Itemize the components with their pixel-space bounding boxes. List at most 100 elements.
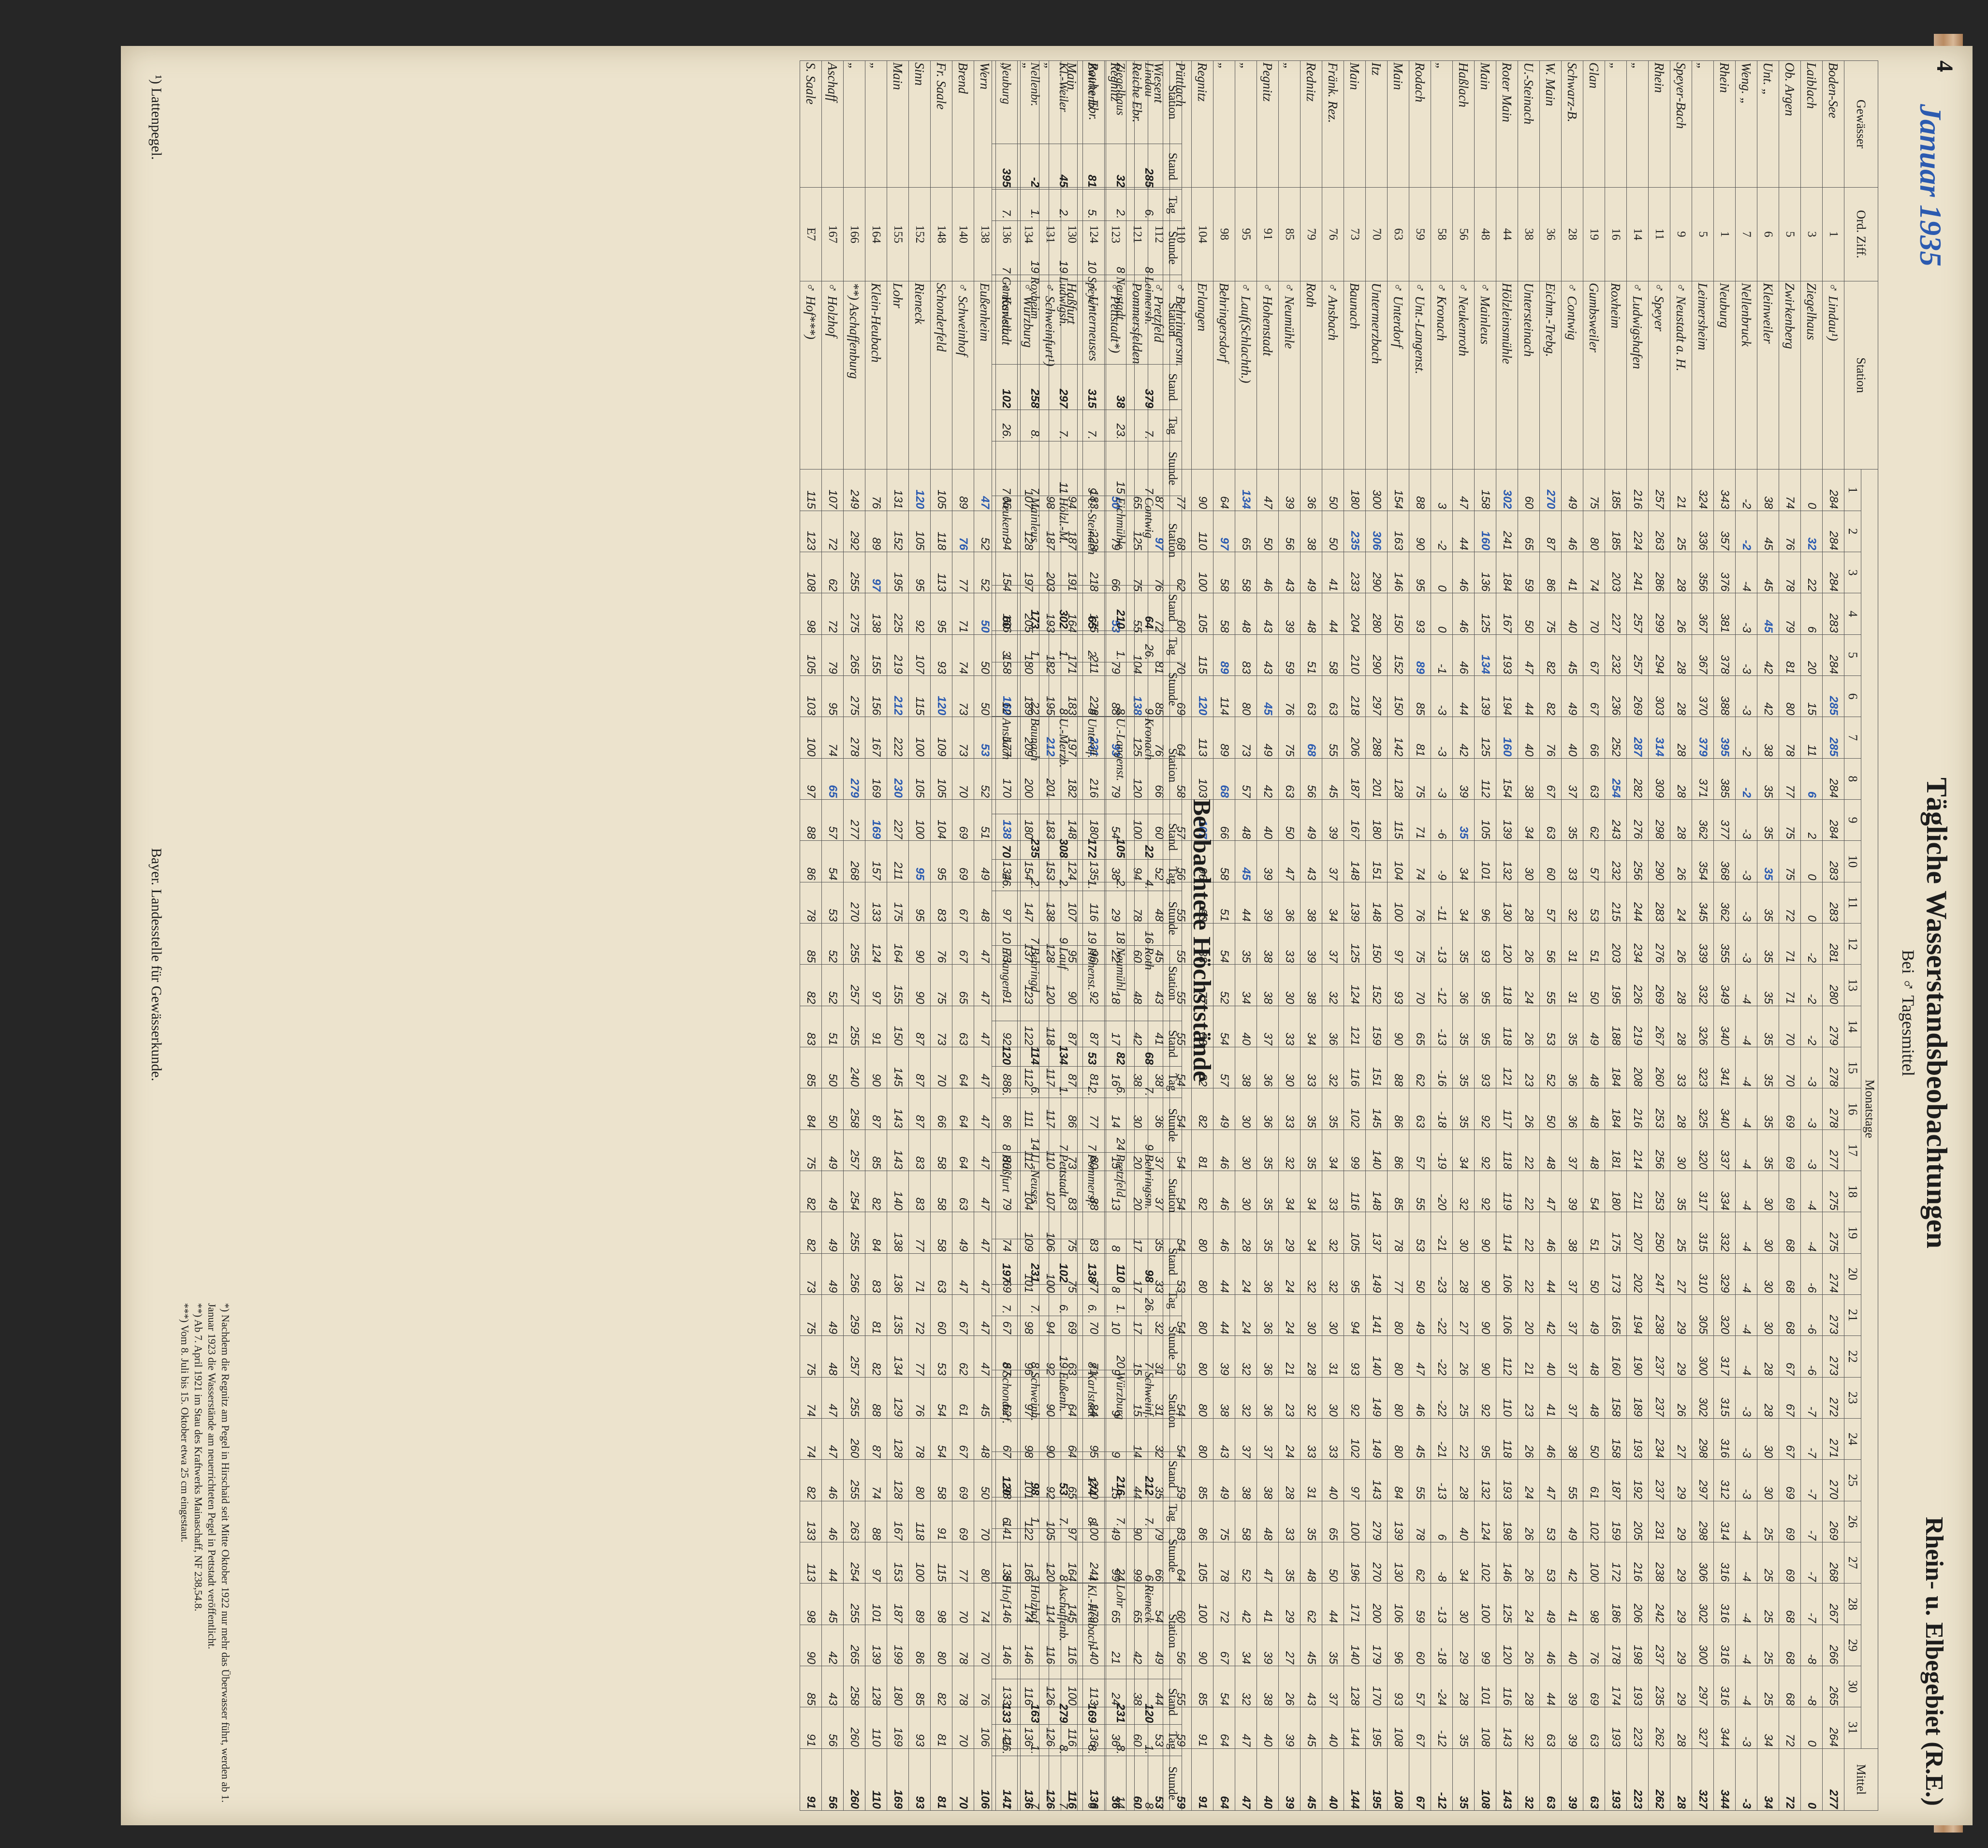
value-cell: 234	[1648, 1418, 1670, 1460]
value-cell: 287	[1626, 717, 1649, 759]
value-cell: 67	[1779, 1335, 1801, 1378]
value-cell: 371	[1692, 758, 1714, 800]
gewaesser-cell: „	[1235, 60, 1257, 188]
value-cell: 45	[1257, 675, 1279, 717]
value-cell: 82	[1539, 675, 1562, 717]
station-cell: ♂ Neustadt a. H.	[1670, 281, 1692, 469]
value-cell: 11	[1800, 717, 1823, 759]
value-cell: 29	[1670, 1666, 1692, 1707]
value-cell: 46	[1452, 593, 1475, 635]
peak-value-cell: 1.	[1049, 631, 1078, 662]
table-row: Rhein 11 ♂ Speyer 257 263 286 299 294 303 314 309 2…	[1648, 60, 1670, 1811]
value-cell: 72	[821, 511, 844, 552]
value-cell: 146	[1387, 552, 1409, 593]
value-cell: 39	[1300, 923, 1322, 965]
value-cell: 232	[1605, 634, 1627, 676]
day-header: 17	[1844, 1129, 1861, 1171]
value-cell: 30	[1757, 1253, 1779, 1295]
value-cell: 132	[1496, 840, 1518, 882]
col-monatstage: Monatstage	[1861, 469, 1878, 1748]
peak-value-cell: 102	[992, 364, 1021, 410]
peak-col-station: Station	[1163, 945, 1182, 1021]
value-cell: 95	[908, 840, 931, 882]
value-cell: 3	[1431, 469, 1453, 511]
peak-value-cell: 7	[1134, 441, 1163, 496]
peak-value-cell: 138	[1077, 1239, 1106, 1285]
value-cell: 40	[1518, 717, 1540, 759]
peak-value-cell: 8	[992, 1098, 1021, 1153]
value-cell: -12	[1431, 1707, 1453, 1748]
value-cell: 32	[1300, 1377, 1322, 1419]
value-cell: 108	[800, 552, 822, 593]
value-cell: 50	[821, 1088, 844, 1130]
value-cell: 35	[1452, 1707, 1475, 1748]
value-cell: 124	[1474, 1501, 1496, 1542]
value-cell: 272	[1822, 1377, 1844, 1419]
mittel-cell: 344	[1713, 1748, 1736, 1811]
station-cell: Leimersheim	[1692, 281, 1714, 469]
value-cell: 40	[1561, 717, 1583, 759]
value-cell: 0	[1800, 1707, 1823, 1748]
peak-station-cell: Pettstadt	[1049, 1152, 1078, 1239]
value-cell: 28	[1670, 964, 1692, 1006]
value-cell: 40	[1322, 1707, 1344, 1748]
value-cell: 28	[1518, 882, 1540, 924]
value-cell: 76	[930, 923, 952, 965]
value-cell: 316	[1713, 1666, 1736, 1707]
peak-value-cell: 279	[1049, 1679, 1078, 1725]
value-cell: 119	[1496, 1171, 1518, 1212]
peak-station-cell: Karlstadt	[1077, 1370, 1106, 1452]
peak-station-cell: Leimersh.	[1134, 275, 1163, 365]
value-cell: 100	[1583, 1542, 1605, 1584]
value-cell: 196	[1344, 1542, 1366, 1584]
peak-value-cell: 23.	[1106, 410, 1135, 441]
peak-value-cell: 70	[992, 814, 1021, 860]
value-cell: -4	[1735, 1501, 1757, 1542]
value-cell: 77	[908, 1212, 931, 1254]
value-cell: 367	[1692, 593, 1714, 635]
value-cell: 278	[843, 717, 865, 759]
value-cell: 52	[1539, 1047, 1562, 1088]
value-cell: 27	[1670, 1253, 1692, 1295]
page-number: 4	[1932, 60, 1958, 72]
value-cell: -3	[1735, 593, 1757, 635]
value-cell: 70	[1779, 1047, 1801, 1088]
value-cell: 152	[1365, 964, 1388, 1006]
peak-value-cell: 105	[1106, 814, 1135, 860]
value-cell: 31	[1561, 923, 1583, 965]
value-cell: 34	[1518, 799, 1540, 841]
value-cell: 28	[1670, 758, 1692, 800]
value-cell: 40	[1561, 1625, 1583, 1666]
day-header: 10	[1844, 840, 1861, 882]
peak-value-cell: 64	[1134, 585, 1163, 631]
value-cell: 30	[1235, 1088, 1257, 1130]
value-cell: 67	[952, 1294, 974, 1336]
peak-station-cell: Holzhof	[1020, 1583, 1049, 1679]
value-cell: 395	[1713, 717, 1736, 759]
value-cell: -3	[1431, 717, 1453, 759]
value-cell: 41	[1561, 552, 1583, 593]
value-cell: 70	[930, 1047, 952, 1088]
ord-cell: 3	[1800, 187, 1823, 281]
peak-value-cell: 1.	[1020, 1497, 1049, 1529]
gewaesser-cell: Brend	[952, 60, 974, 188]
value-cell: 28	[1757, 1377, 1779, 1419]
value-cell: 42	[1757, 675, 1779, 717]
peak-value-cell: 7	[1020, 891, 1049, 946]
value-cell: 92	[1474, 1171, 1496, 1212]
table-row: Zwirkenb. 81 5. 10 Speyer 315 7. 9 U.-Steinach 65…	[1077, 60, 1106, 1811]
value-cell: -13	[1431, 1006, 1453, 1047]
value-cell: 33	[1561, 840, 1583, 882]
value-cell: 45	[1235, 840, 1257, 882]
peak-station-cell: Behringd.	[1020, 945, 1049, 1021]
peak-value-cell: 26.	[992, 410, 1021, 441]
value-cell: 75	[1779, 840, 1801, 882]
table-row: „ 58 ♂ Kronach 3 -2 0 0 -1 -3 -3 -3 -6 -9 -11 -13 -12 -1…	[1431, 60, 1453, 1811]
station-cell: ♂ Kronach	[1431, 281, 1453, 469]
value-cell: -2	[1735, 469, 1757, 511]
peak-value-cell: 2.	[1049, 189, 1078, 221]
day-header: 26	[1844, 1501, 1861, 1542]
value-cell: 24	[1278, 1418, 1301, 1460]
value-cell: 138	[887, 1212, 909, 1254]
day-header: 8	[1844, 758, 1861, 800]
